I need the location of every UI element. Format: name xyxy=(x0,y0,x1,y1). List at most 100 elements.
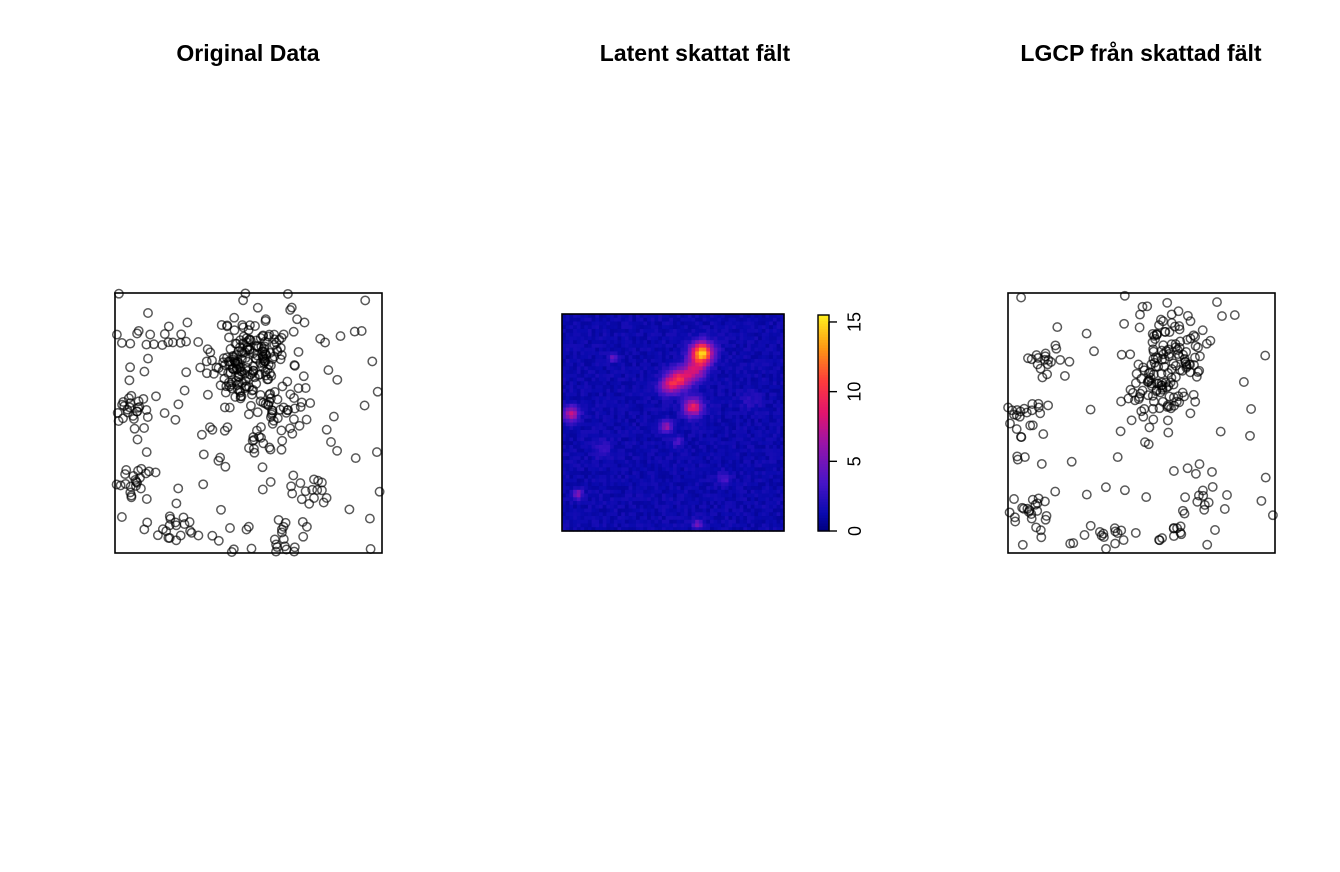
heatmap-cell xyxy=(750,456,755,461)
heatmap-cell xyxy=(595,314,600,319)
heatmap-cell xyxy=(576,321,582,326)
heatmap-cell xyxy=(647,429,652,435)
data-point xyxy=(179,385,190,396)
heatmap-cell xyxy=(658,392,663,397)
heatmap-cell xyxy=(706,396,711,401)
heatmap-cell xyxy=(758,314,763,319)
heatmap-cell xyxy=(743,388,748,394)
colorbar-segment xyxy=(818,455,829,459)
heatmap-cell xyxy=(624,482,630,487)
heatmap-cell xyxy=(573,370,578,375)
heatmap-cell xyxy=(632,497,637,502)
heatmap-cell xyxy=(732,336,737,341)
heatmap-cell xyxy=(613,351,619,356)
heatmap-cell xyxy=(754,489,759,495)
heatmap-cell xyxy=(610,489,615,495)
heatmap-cell xyxy=(573,400,578,405)
data-point xyxy=(128,410,139,421)
heatmap-cell xyxy=(565,474,570,480)
heatmap-cell xyxy=(580,519,585,525)
heatmap-cell xyxy=(732,512,737,517)
heatmap-cell xyxy=(765,340,770,345)
heatmap-cell xyxy=(617,467,622,472)
heatmap-cell xyxy=(580,314,585,319)
heatmap-cell xyxy=(617,403,622,409)
heatmap-cell xyxy=(695,407,700,412)
data-point xyxy=(1133,394,1144,405)
heatmap-cell xyxy=(743,328,748,334)
heatmap-cell xyxy=(562,396,567,401)
data-point xyxy=(1191,371,1202,382)
data-point xyxy=(1026,354,1037,365)
heatmap-cell xyxy=(576,489,582,495)
heatmap-cell xyxy=(624,328,630,334)
heatmap-cell xyxy=(776,486,781,491)
heatmap-cell xyxy=(573,527,578,532)
heatmap-cell xyxy=(702,336,707,341)
heatmap-cell xyxy=(643,459,648,465)
heatmap-cell xyxy=(739,336,744,341)
heatmap-cell xyxy=(617,328,622,334)
heatmap-cell xyxy=(735,433,741,439)
heatmap-cell xyxy=(617,422,622,427)
heatmap-cell xyxy=(765,381,770,386)
heatmap-cell xyxy=(602,429,607,435)
data-point xyxy=(243,521,254,532)
heatmap-cell xyxy=(728,314,733,319)
heatmap-cell xyxy=(569,482,574,487)
heatmap-cell xyxy=(610,444,615,450)
heatmap-cell xyxy=(698,418,704,424)
heatmap-cell xyxy=(769,340,774,345)
heatmap-cell xyxy=(587,508,593,513)
heatmap-cell xyxy=(754,478,759,483)
data-point xyxy=(1168,379,1179,390)
heatmap-cell xyxy=(565,381,570,386)
data-point xyxy=(1222,490,1232,500)
heatmap-cell xyxy=(576,433,582,439)
heatmap-cell xyxy=(765,501,770,506)
colorbar-segment xyxy=(818,406,829,411)
heatmap-cell xyxy=(595,429,600,435)
heatmap-cell xyxy=(724,400,730,405)
heatmap-cell xyxy=(599,343,604,349)
heatmap-cell xyxy=(743,336,748,341)
heatmap-cell xyxy=(669,501,674,506)
heatmap-cell xyxy=(587,441,593,446)
data-point xyxy=(1050,486,1061,497)
heatmap-cell xyxy=(576,415,582,420)
heatmap-cell xyxy=(654,362,659,367)
heatmap-cell xyxy=(728,448,733,454)
heatmap-cell xyxy=(728,351,733,356)
heatmap-cell xyxy=(565,452,570,457)
heatmap-cell xyxy=(632,328,637,334)
colorbar-segment xyxy=(818,398,829,402)
heatmap-cell xyxy=(576,403,582,409)
heatmap-cell xyxy=(661,452,667,457)
colorbar-segment xyxy=(818,385,829,389)
heatmap-cell xyxy=(591,321,596,326)
heatmap-cell xyxy=(587,463,593,468)
heatmap-cell xyxy=(643,351,648,356)
heatmap-cell xyxy=(743,385,748,390)
heatmap-cell xyxy=(617,373,622,379)
colorbar-segment xyxy=(818,452,829,456)
heatmap-cell xyxy=(780,381,785,386)
heatmap-cell xyxy=(747,351,752,356)
heatmap-cell xyxy=(776,370,781,375)
colorbar-segment xyxy=(818,344,829,348)
heatmap-cell xyxy=(617,452,622,457)
heatmap-cell xyxy=(576,325,582,330)
data-point xyxy=(289,546,300,557)
heatmap-cell xyxy=(654,527,659,532)
heatmap-cell xyxy=(591,437,596,442)
heatmap-cell xyxy=(776,497,781,502)
heatmap-cell xyxy=(636,373,641,379)
heatmap-cell xyxy=(613,478,619,483)
heatmap-cell xyxy=(576,392,582,397)
heatmap-cell xyxy=(728,452,733,457)
heatmap-cell xyxy=(587,482,593,487)
heatmap-cell xyxy=(587,497,593,502)
colorbar-segment xyxy=(818,504,829,508)
heatmap-cell xyxy=(721,478,726,483)
data-point xyxy=(1177,387,1188,398)
